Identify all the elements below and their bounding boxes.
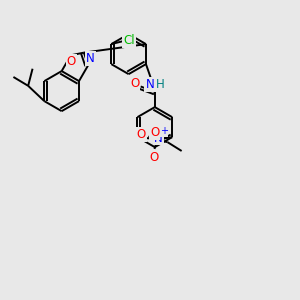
Text: N: N (86, 52, 95, 65)
Text: O: O (130, 77, 140, 90)
Text: O: O (149, 151, 158, 164)
Text: O: O (136, 128, 146, 141)
Text: N: N (146, 78, 154, 91)
Text: +: + (160, 126, 168, 136)
Text: O: O (150, 126, 160, 139)
Text: N: N (154, 131, 163, 145)
Text: O: O (67, 55, 76, 68)
Text: Cl: Cl (123, 34, 135, 47)
Text: H: H (156, 78, 165, 91)
